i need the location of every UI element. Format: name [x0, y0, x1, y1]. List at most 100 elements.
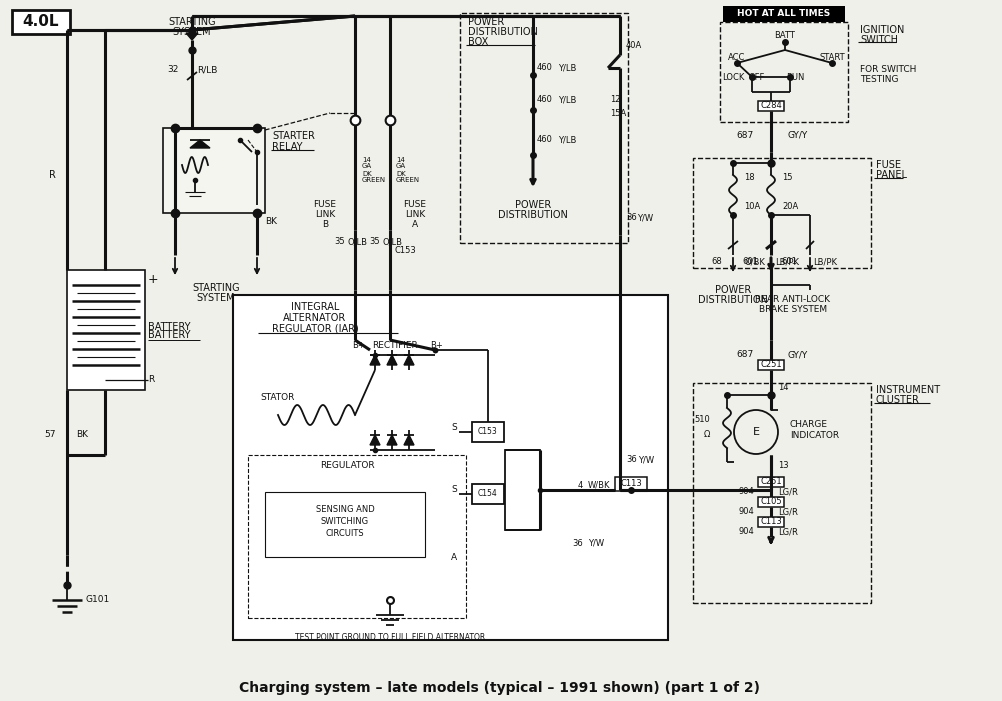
Text: TESTING: TESTING — [859, 76, 898, 85]
Text: REGULATOR (IAR): REGULATOR (IAR) — [272, 324, 358, 334]
Bar — [460, 13, 627, 243]
Text: B: B — [322, 221, 328, 229]
Text: 460: 460 — [536, 64, 552, 72]
Text: 15A: 15A — [609, 109, 625, 118]
Bar — [472, 422, 503, 442]
Polygon shape — [404, 355, 414, 365]
Text: FUSE: FUSE — [875, 160, 900, 170]
Text: Y/W: Y/W — [637, 456, 653, 465]
Text: +: + — [148, 273, 158, 287]
Text: E: E — [752, 427, 759, 437]
Text: Y/LB: Y/LB — [557, 95, 576, 104]
Text: POWER: POWER — [468, 17, 504, 27]
Text: BATT: BATT — [774, 31, 795, 39]
Text: RUN: RUN — [785, 72, 804, 81]
Text: ALTERNATOR: ALTERNATOR — [284, 313, 347, 323]
Text: INTEGRAL: INTEGRAL — [291, 302, 339, 312]
Bar — [758, 477, 784, 487]
Text: 687: 687 — [736, 130, 754, 139]
Text: 14
GA
DK
GREEN: 14 GA DK GREEN — [396, 156, 420, 184]
Text: C284: C284 — [760, 102, 782, 111]
Bar — [247, 455, 466, 618]
Text: FUSE: FUSE — [403, 200, 426, 210]
Text: LB/PK: LB/PK — [775, 257, 799, 266]
Text: C153: C153 — [395, 247, 417, 255]
Bar — [163, 128, 265, 213]
Text: B+: B+ — [352, 341, 365, 350]
Text: DISTRIBUTION: DISTRIBUTION — [498, 210, 567, 220]
Text: 57: 57 — [44, 430, 56, 440]
Bar — [719, 22, 847, 122]
Text: GY/Y: GY/Y — [788, 130, 808, 139]
Text: 601: 601 — [781, 257, 797, 266]
Text: SYSTEM: SYSTEM — [196, 293, 235, 303]
Polygon shape — [387, 435, 397, 445]
Text: Y/W: Y/W — [636, 214, 652, 222]
Text: 904: 904 — [737, 527, 754, 536]
Text: 36: 36 — [625, 214, 636, 222]
Text: BATTERY: BATTERY — [148, 322, 190, 332]
Text: 460: 460 — [536, 135, 552, 144]
Polygon shape — [387, 355, 397, 365]
Text: STARTER: STARTER — [272, 131, 315, 141]
Text: STARTING: STARTING — [168, 17, 215, 27]
Polygon shape — [189, 140, 209, 148]
Text: 13: 13 — [778, 461, 788, 470]
Text: SWITCHING: SWITCHING — [321, 517, 369, 526]
Text: 601: 601 — [741, 257, 758, 266]
Text: CHARGE: CHARGE — [790, 421, 828, 430]
Text: 12: 12 — [609, 95, 620, 104]
Text: B+: B+ — [430, 341, 442, 350]
Text: RELAY: RELAY — [272, 142, 303, 152]
Text: START: START — [819, 53, 844, 62]
Text: W/BK: W/BK — [587, 480, 610, 489]
Text: TEST POINT GROUND TO FULL FIELD ALTERNATOR: TEST POINT GROUND TO FULL FIELD ALTERNAT… — [295, 634, 485, 643]
Polygon shape — [370, 355, 380, 365]
Text: INSTRUMENT: INSTRUMENT — [875, 385, 939, 395]
Text: Y/LB: Y/LB — [557, 135, 576, 144]
Text: Y/LB: Y/LB — [557, 64, 576, 72]
Bar — [758, 517, 784, 527]
Text: CIRCUITS: CIRCUITS — [326, 529, 364, 538]
Polygon shape — [185, 33, 197, 40]
Text: PANEL: PANEL — [875, 170, 906, 180]
Bar — [758, 101, 784, 111]
Text: STARTING: STARTING — [192, 283, 239, 293]
Text: POWER: POWER — [714, 285, 750, 295]
Text: C113: C113 — [760, 517, 782, 526]
Text: BATTERY: BATTERY — [148, 330, 190, 340]
Polygon shape — [370, 435, 380, 445]
Bar — [758, 497, 784, 507]
Text: REGULATOR: REGULATOR — [320, 461, 374, 470]
Text: Y/W: Y/W — [587, 538, 603, 547]
Text: 687: 687 — [736, 350, 754, 360]
Text: O/LB: O/LB — [348, 238, 368, 247]
Text: 18: 18 — [743, 174, 754, 182]
Text: 20A: 20A — [782, 203, 798, 212]
Text: BK: BK — [265, 217, 277, 226]
Text: LINK: LINK — [315, 210, 335, 219]
Text: 15: 15 — [782, 174, 792, 182]
Text: 35: 35 — [369, 238, 380, 247]
Bar — [614, 477, 646, 491]
Text: DISTRIBUTION: DISTRIBUTION — [468, 27, 537, 37]
Text: STATOR: STATOR — [260, 393, 294, 402]
Text: LOCK: LOCK — [721, 72, 743, 81]
Text: SYSTEM: SYSTEM — [172, 27, 211, 37]
Text: G101: G101 — [86, 596, 110, 604]
Text: 68: 68 — [710, 257, 721, 266]
Text: 40A: 40A — [625, 41, 641, 50]
Text: 14
GA
DK
GREEN: 14 GA DK GREEN — [362, 156, 386, 184]
Polygon shape — [404, 435, 414, 445]
Text: DISTRIBUTION: DISTRIBUTION — [697, 295, 768, 305]
Text: HOT AT ALL TIMES: HOT AT ALL TIMES — [736, 10, 830, 18]
Text: SENSING AND: SENSING AND — [316, 505, 374, 515]
Text: R: R — [49, 170, 56, 180]
Text: 904: 904 — [737, 508, 754, 517]
Bar — [692, 158, 870, 268]
Text: 35: 35 — [334, 238, 345, 247]
Text: 36: 36 — [625, 456, 636, 465]
Text: C251: C251 — [760, 477, 781, 486]
Bar — [722, 6, 844, 22]
Text: Ω: Ω — [703, 430, 709, 440]
